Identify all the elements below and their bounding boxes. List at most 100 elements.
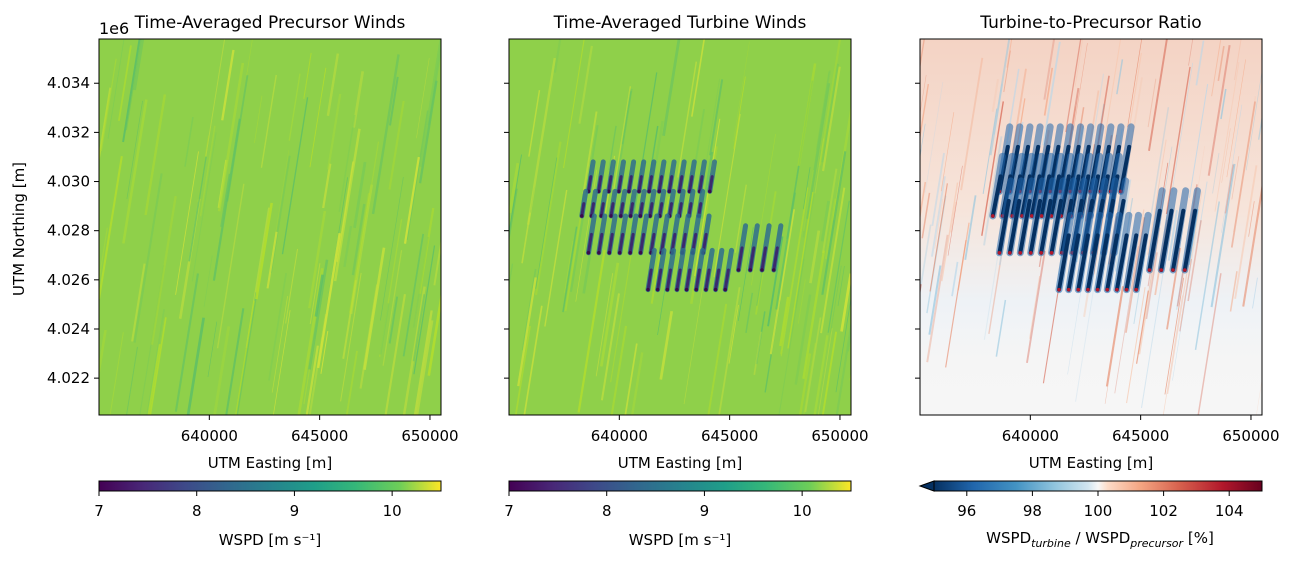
y-axis [504,82,509,379]
streak [43,93,62,214]
turbine [1124,287,1129,292]
streak [213,326,231,415]
panel-turbine: Time-Averaged Turbine Winds 640000 645000… [459,13,882,472]
streak [863,57,882,177]
streak [133,39,145,91]
streak [700,151,714,219]
x-axis-label: UTM Easting [m] [1029,454,1154,472]
y-tick-label: 4.032 [47,123,90,141]
streak [1180,191,1203,325]
turbine [997,251,1002,255]
x-tick-label: 650000 [1222,427,1279,445]
streak [199,125,216,217]
streak [691,39,706,117]
wake-core [772,246,779,272]
streak [470,221,481,291]
streak [820,200,830,242]
streak [659,310,674,380]
streak [1171,62,1194,192]
turbine [1134,287,1139,292]
streak [217,62,245,212]
turbine [667,189,672,194]
streak [333,128,361,282]
streak [821,168,838,254]
turbine [748,268,753,272]
streak [1248,201,1255,237]
label-sub-precursor: precursor [1129,537,1184,550]
streak [266,231,278,289]
streak [273,310,291,415]
streak [459,62,477,175]
streak [941,182,959,282]
streak [1164,277,1185,395]
streak [830,265,842,333]
streak [473,161,484,228]
streak [931,152,945,227]
streak [709,79,724,156]
streak [921,192,931,239]
streak [351,203,366,276]
wake-core [708,175,714,193]
panel-ratio: Turbine-to-Precursor Ratio 640000 645000 6… [873,13,1280,472]
streak [920,83,930,141]
streak [873,147,895,286]
deficit [1066,233,1081,292]
x-tick-label: 650000 [811,427,868,445]
colorbar-gradient [98,480,442,492]
streak [345,350,358,415]
streak [824,198,837,260]
streak [1147,78,1157,128]
streak [805,82,831,219]
plot-frame [919,38,1263,416]
turbine [665,287,670,292]
streak [235,292,258,415]
streak [989,39,1011,156]
streak [67,281,91,428]
streak [327,93,342,170]
streak [1210,163,1236,308]
deficit [1182,208,1198,273]
streak [718,287,741,415]
y-axis-label: UTM Northing [m] [10,162,28,296]
streak [1211,40,1222,97]
streak [521,212,531,264]
streak [235,300,255,415]
streak [122,39,141,143]
streak [487,96,506,218]
streak [336,161,354,262]
turbine [655,287,660,292]
streak [416,58,430,139]
streak [509,154,522,236]
streak [1195,40,1205,86]
streak [751,134,776,286]
streak [342,279,357,359]
streak [99,93,111,163]
wake-core [638,202,644,218]
streak [813,335,829,415]
streak [260,74,277,168]
streak [802,250,826,379]
wake-core [677,175,684,193]
wake-core [675,268,682,292]
deficit [1057,233,1071,292]
turbine [713,287,718,292]
turbine [1095,287,1100,292]
streak [1212,152,1220,194]
streak [840,273,851,332]
streak [883,185,902,305]
colorbar-gradient [508,480,852,492]
streak [388,296,399,344]
streak [662,39,681,136]
y-axis: 4.022 4.024 4.026 4.028 4.030 4.032 4.034 [47,74,99,387]
turbine [638,251,643,255]
streak [1114,179,1132,272]
streak [1224,164,1234,214]
colorbar-ticks: 7 8 9 10 [504,491,812,520]
streak [1105,286,1124,387]
turbine [760,268,764,272]
turbine [1028,251,1033,255]
panel-title: Turbine-to-Precursor Ratio [979,13,1201,33]
streak [1221,104,1243,233]
streak [254,95,263,143]
wind-streaks [43,39,441,428]
